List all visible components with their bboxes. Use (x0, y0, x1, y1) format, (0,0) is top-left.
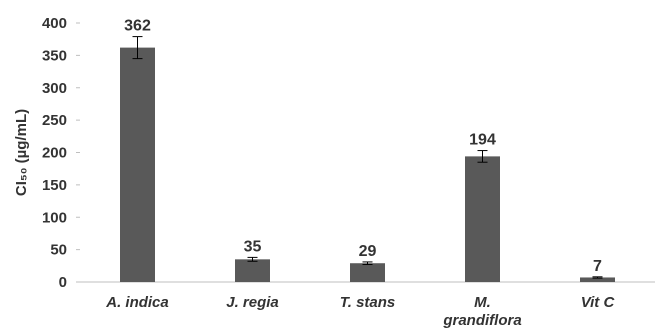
error-bars (132, 36, 603, 279)
y-axis-ticks: 0 50 100 150 200 250 300 350 400 (42, 15, 80, 291)
bar (120, 47, 155, 283)
data-label: 35 (244, 238, 262, 255)
x-category-label: J. regia (226, 294, 279, 311)
data-label: 362 (124, 18, 151, 35)
bar (350, 263, 385, 282)
y-tick-label: 200 (42, 145, 67, 162)
x-category-label: A. indica (105, 294, 169, 311)
bar (465, 156, 500, 282)
y-tick-label: 400 (42, 15, 67, 32)
bars (120, 47, 615, 283)
y-tick-label: 50 (50, 242, 67, 259)
x-category-label: M. grandiflora (442, 294, 521, 329)
x-category-label: T. stans (340, 294, 396, 311)
data-labels: 362 35 29 194 7 (124, 18, 602, 275)
y-tick-label: 250 (42, 112, 67, 129)
bar (580, 277, 615, 282)
y-tick-label: 350 (42, 47, 67, 64)
y-tick-label: 0 (59, 274, 67, 291)
y-tick-label: 150 (42, 177, 67, 194)
bar (235, 259, 270, 282)
y-axis-title: CI₅₀ (µg/mL) (13, 109, 30, 196)
y-tick-label: 300 (42, 80, 67, 97)
data-label: 7 (593, 258, 602, 275)
data-label: 29 (359, 243, 377, 260)
x-category-label: Vit C (581, 294, 616, 311)
y-tick-label: 100 (42, 209, 67, 226)
data-label: 194 (469, 132, 496, 149)
x-axis-labels: A. indica J. regia T. stans M. grandiflora Vi… (105, 294, 615, 329)
